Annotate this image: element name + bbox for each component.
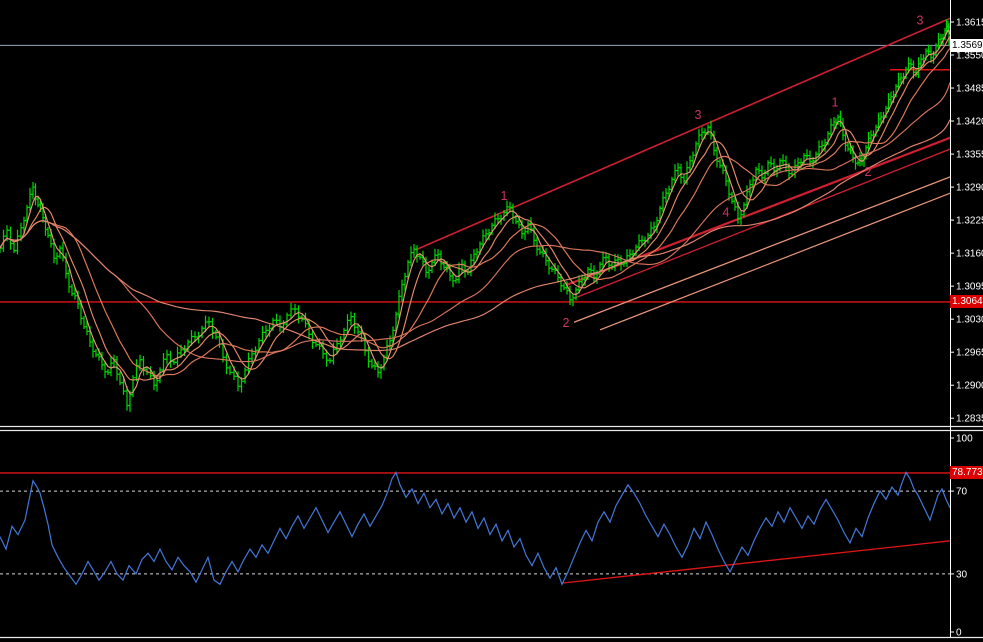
price-axis-label: 1.3355 [956,150,983,161]
price-axis-label: 1.3420 [956,117,983,128]
oscillator-axis-label: 70 [956,487,968,498]
oscillator-panel [0,471,950,586]
wave-label: 2 [865,165,872,179]
moving-average-line [0,48,950,377]
moving-average-line [0,119,950,352]
price-axis-label: 1.3095 [956,282,983,293]
price-axis-label: 1.3290 [956,183,983,194]
price-axis-label: 1.3160 [956,249,983,260]
wave-label: 4 [723,206,730,220]
oscillator-axis-label: 100 [956,434,973,445]
wave-label: 3 [695,108,702,122]
price-axis-label: 1.3615 [956,18,983,29]
current-price-tag: 1.3569 [950,38,983,52]
price-axis-label: 1.3485 [956,84,983,95]
price-axis-label: 1.3030 [956,315,983,326]
oscillator-line [0,471,950,586]
price-axis-label: 1.2835 [956,414,983,425]
price-axis-label: 1.3225 [956,216,983,227]
wave-label: 1 [832,95,839,109]
price-axis-label: 1.3550 [956,51,983,62]
wave-label: 3 [917,13,924,27]
oscillator-axis-label: 30 [956,569,968,580]
price-axis-label: 1.2900 [956,381,983,392]
moving-average-line [0,36,950,381]
oscillator-axis-label: 0 [956,628,962,639]
oscillator-level-tag: 78.773 [950,466,983,480]
main-price-panel [0,17,950,412]
moving-average-line [0,82,950,363]
wave-label: 2 [563,316,570,330]
wave-label: 1 [501,189,508,203]
horizontal-line-price-tag: 1.3064 [950,295,983,309]
price-axis-label: 1.2965 [956,348,983,359]
